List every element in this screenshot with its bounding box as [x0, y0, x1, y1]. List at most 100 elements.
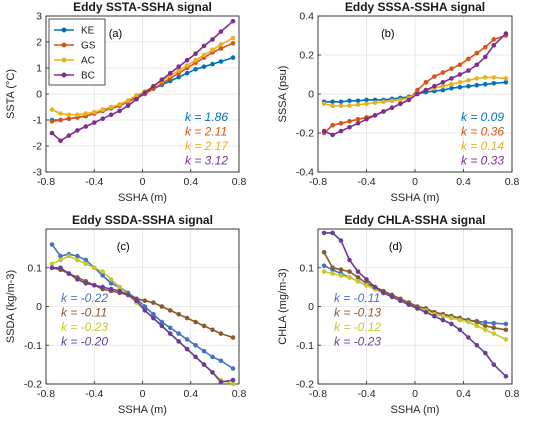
data-point-gs	[230, 41, 236, 46]
data-point-ac	[49, 261, 55, 267]
data-point-gs	[491, 37, 497, 42]
x-tick-label: 0.4	[183, 176, 198, 188]
y-tick-label: -0.2	[296, 379, 314, 391]
data-point-ac	[134, 93, 139, 98]
data-point-gs	[338, 121, 344, 126]
legend-swatch-marker	[61, 72, 67, 78]
y-tick-label: -1	[33, 115, 42, 127]
x-axis-label: SSHA (m)	[118, 404, 167, 416]
x-tick-label: 0.4	[456, 388, 471, 400]
data-point-bc	[159, 77, 165, 82]
data-point-ac	[75, 257, 80, 263]
data-point-ke	[466, 83, 471, 89]
x-tick-label: 0	[412, 176, 418, 188]
data-point-bc	[449, 321, 454, 327]
y-tick-label: 2	[36, 37, 42, 49]
data-point-ac	[330, 271, 335, 276]
panel-a: -0.8 -0.4 0 0.4 0.8 -3 -2 -1 0 1 2 3 Eddy SSTA-SSHA …	[5, 0, 246, 204]
data-point-ke	[230, 55, 236, 60]
data-point-bc	[347, 257, 352, 263]
y-tick-label: 0.4	[299, 11, 314, 23]
data-point-bc	[230, 377, 236, 383]
data-point-bc	[117, 288, 122, 294]
data-point-ac	[381, 99, 386, 105]
data-point-ke	[100, 273, 105, 278]
y-axis-label: SSDA (kg/m-3)	[5, 270, 17, 343]
k-annotation: k = 0.14	[461, 139, 504, 153]
data-point-bc	[457, 72, 463, 77]
data-point-bc	[210, 370, 215, 375]
data-point-ke	[184, 337, 190, 342]
x-tick-label: 0.8	[505, 176, 520, 188]
legend-entry: KE	[81, 26, 95, 37]
data-point-gs	[355, 275, 361, 280]
legend-swatch-marker	[61, 42, 67, 48]
data-point-ac	[474, 323, 480, 329]
data-point-ac	[176, 68, 181, 73]
data-point-bc	[58, 138, 63, 144]
data-point-bc	[423, 310, 429, 315]
y-tick-label: 0.1	[27, 262, 42, 274]
data-point-gs	[347, 119, 352, 124]
y-tick-label: -3	[33, 167, 42, 179]
data-point-bc	[372, 284, 378, 290]
data-point-bc	[406, 302, 412, 307]
series-line-ac	[51, 37, 234, 116]
data-point-ke	[474, 82, 480, 88]
data-point-ke	[449, 85, 454, 91]
data-point-ac	[218, 42, 224, 47]
data-point-ke	[108, 281, 114, 286]
data-point-ac	[474, 76, 480, 81]
y-tick-label: 1	[36, 63, 42, 75]
data-point-ac	[483, 327, 488, 333]
data-point-bc	[167, 70, 173, 76]
data-point-gs	[449, 66, 454, 71]
data-point-bc	[432, 313, 437, 319]
data-point-bc	[125, 103, 131, 108]
data-point-bc	[440, 317, 446, 323]
series-line-ac	[323, 76, 506, 107]
x-tick-label: 0	[412, 388, 418, 400]
x-tick-label: 0.8	[505, 388, 520, 400]
data-point-gs	[483, 44, 488, 50]
data-point-ke	[440, 87, 446, 93]
data-point-bc	[83, 124, 89, 129]
k-annotation: k = -0.11	[334, 291, 380, 305]
data-point-bc	[355, 269, 361, 274]
panel-label: (b)	[381, 28, 394, 40]
data-point-ac	[117, 284, 122, 290]
legend-entry: BC	[81, 71, 95, 82]
x-tick-label: -0.4	[357, 176, 375, 188]
data-point-ac	[491, 331, 497, 336]
data-point-bc	[176, 64, 181, 69]
data-point-ke	[201, 64, 207, 69]
x-tick-label: 0.8	[232, 388, 247, 400]
data-point-bc	[134, 298, 139, 304]
data-point-bc	[423, 87, 429, 93]
y-tick-label: -0.2	[296, 128, 314, 140]
data-point-bc	[92, 282, 97, 288]
data-point-ke	[347, 98, 352, 104]
data-point-bc	[449, 76, 454, 81]
data-point-ke	[83, 257, 89, 263]
data-point-ac	[321, 269, 327, 274]
k-annotation: k = 3.12	[185, 154, 228, 168]
panel-label: (d)	[389, 241, 402, 253]
data-point-gs	[330, 265, 335, 271]
data-point-ac	[449, 82, 454, 87]
chart-title: Eddy CHLA-SSHA signal	[345, 213, 486, 227]
y-tick-label: 0.2	[299, 50, 314, 62]
data-point-gs	[355, 117, 361, 122]
data-point-ac	[321, 101, 327, 107]
data-point-ac	[49, 107, 55, 112]
panel-label: (c)	[117, 241, 130, 253]
data-point-ac	[483, 75, 488, 80]
data-point-gs	[218, 331, 224, 336]
data-point-ke	[75, 253, 80, 259]
data-point-ac	[75, 112, 80, 118]
data-point-gs	[503, 327, 509, 333]
data-point-ke	[355, 98, 361, 104]
data-point-gs	[338, 267, 344, 273]
data-point-ac	[457, 80, 463, 85]
data-point-bc	[201, 43, 207, 49]
